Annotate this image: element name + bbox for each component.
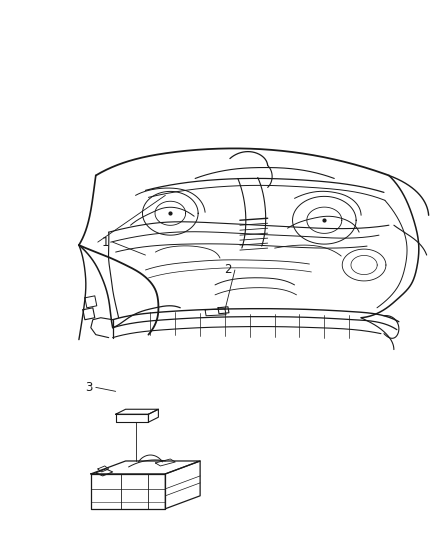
Text: 2: 2 xyxy=(224,263,232,277)
Text: 3: 3 xyxy=(85,381,92,394)
Text: 1: 1 xyxy=(102,236,110,248)
